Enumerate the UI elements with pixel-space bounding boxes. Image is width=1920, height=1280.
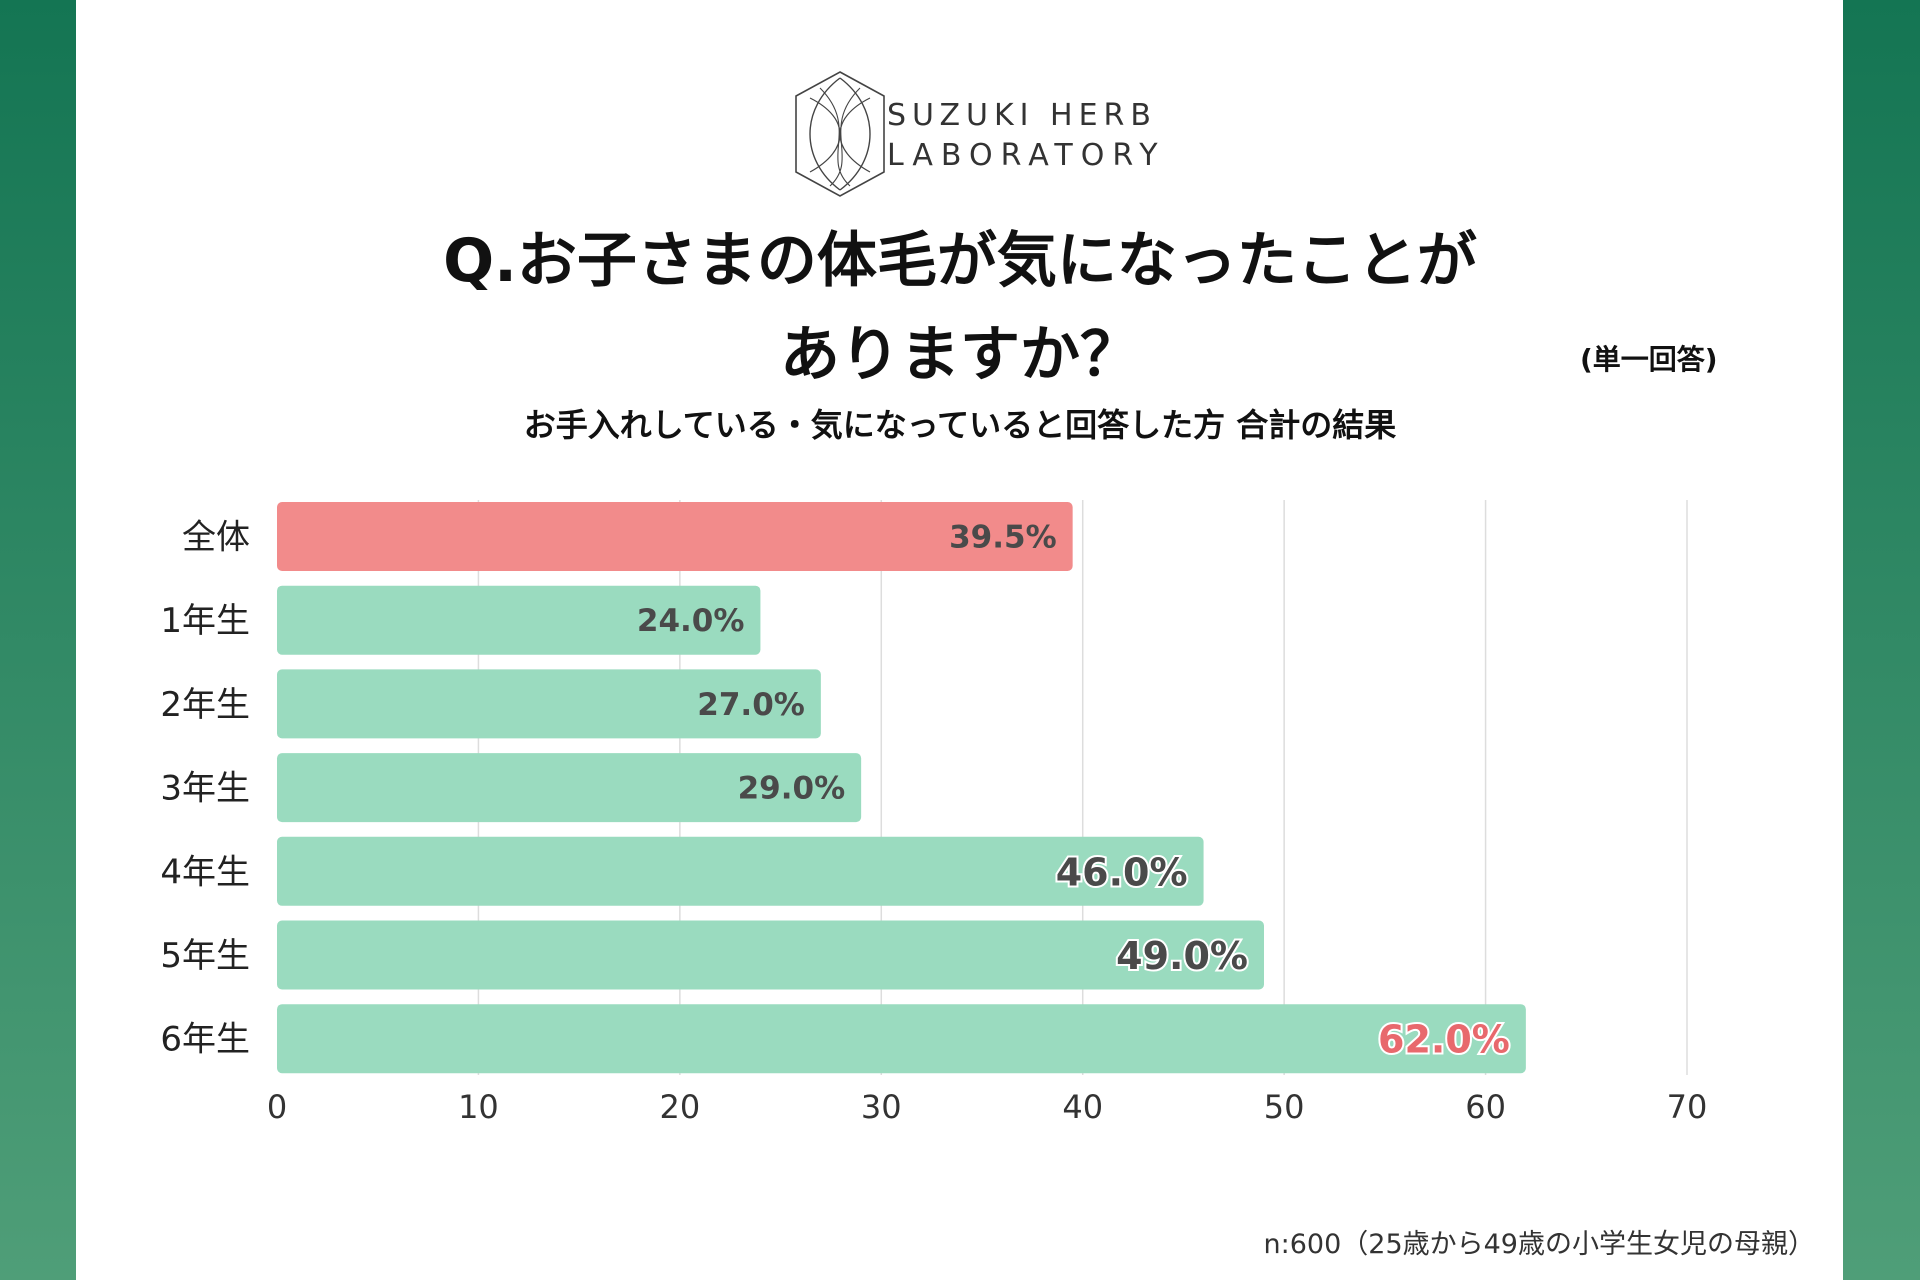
x-tick-label-0: 0 — [267, 1088, 287, 1126]
category-label-2: 2年生 — [160, 685, 250, 725]
x-tick-label-20: 20 — [659, 1088, 700, 1126]
sample-note: n:600（25歳から49歳の小学生女児の母親） — [1263, 1229, 1815, 1260]
bar-0 — [277, 502, 1073, 571]
x-tick-label-60: 60 — [1465, 1088, 1506, 1126]
value-label-5: 49.0% — [1116, 934, 1248, 978]
x-tick-label-30: 30 — [861, 1088, 902, 1126]
category-label-6: 6年生 — [160, 1020, 250, 1060]
bar-4 — [277, 836, 1204, 906]
x-tick-label-70: 70 — [1667, 1088, 1708, 1126]
chart-subtitle: お手入れしている・気になっていると回答した方 合計の結果 — [523, 406, 1397, 444]
category-label-5: 5年生 — [160, 936, 250, 976]
bar-2 — [277, 669, 821, 739]
brand-line2: LABORATORY — [887, 138, 1166, 173]
value-label-1: 24.0% — [637, 603, 745, 639]
question-title-line2: ありますか？ — [780, 320, 1140, 390]
category-label-4: 4年生 — [160, 852, 250, 892]
brand-line1: SUZUKI HERB — [887, 98, 1157, 133]
x-tick-label-40: 40 — [1062, 1088, 1103, 1126]
category-label-0: 全体 — [182, 518, 250, 558]
value-label-3: 29.0% — [738, 771, 846, 807]
x-tick-label-50: 50 — [1264, 1088, 1305, 1126]
question-title-line1: Q.お子さまの体毛が気になったことが — [443, 226, 1477, 296]
answer-type-label: (単一回答) — [1580, 343, 1718, 376]
value-label-2: 27.0% — [697, 687, 805, 723]
bar-5 — [277, 920, 1264, 990]
leaf-logo-icon — [795, 71, 885, 197]
bar-6 — [277, 1004, 1526, 1074]
value-label-0: 39.5% — [949, 520, 1057, 556]
bar-3 — [277, 753, 862, 823]
x-tick-label-10: 10 — [458, 1088, 499, 1126]
category-label-1: 1年生 — [160, 601, 250, 641]
value-label-6: 62.0% — [1378, 1018, 1510, 1062]
value-label-4: 46.0% — [1056, 850, 1188, 894]
category-label-3: 3年生 — [160, 769, 250, 809]
bar-1 — [277, 585, 761, 655]
